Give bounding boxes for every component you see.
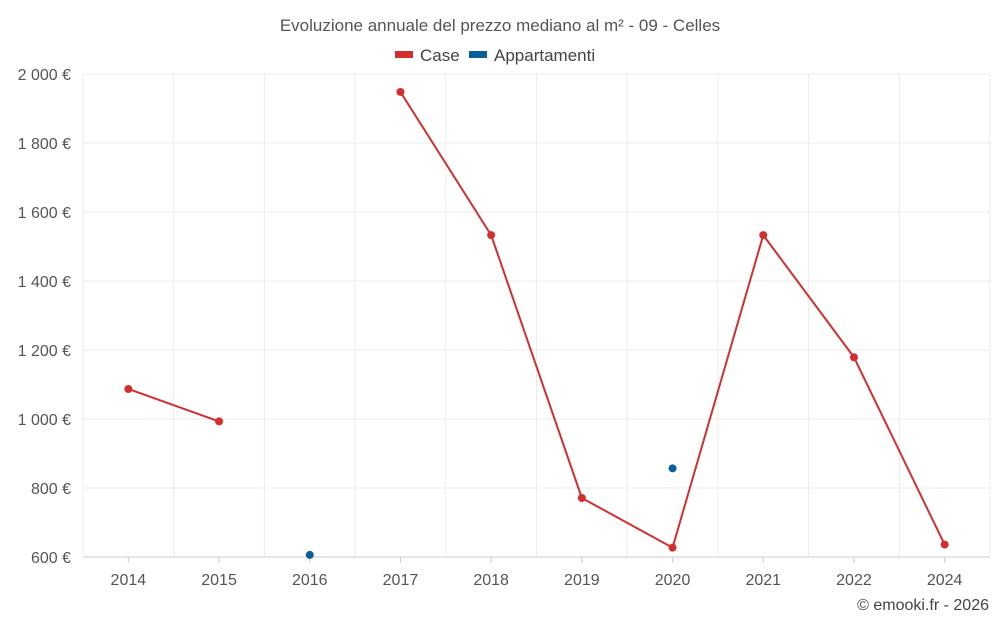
x-tick-label: 2021 xyxy=(745,572,781,589)
x-tick-label: 2016 xyxy=(292,572,328,589)
y-tick-label: 1 800 € xyxy=(18,136,71,153)
series-line xyxy=(128,388,220,423)
x-tick-label: 2022 xyxy=(836,572,872,589)
x-tick-label: 2014 xyxy=(111,572,147,589)
x-axis-ticks: 2014 2015 2016 2017 2018 2019 2020 2021 2022 2024 xyxy=(111,572,963,589)
series-1 xyxy=(305,464,677,559)
data-point[interactable] xyxy=(849,353,858,362)
data-point[interactable] xyxy=(759,231,768,240)
data-point[interactable] xyxy=(305,550,314,559)
x-tick-label: 2019 xyxy=(564,572,600,589)
y-tick-label: 800 € xyxy=(31,481,71,498)
x-tick-label: 2017 xyxy=(383,572,419,589)
data-point[interactable] xyxy=(940,540,949,549)
y-tick-label: 1 400 € xyxy=(18,274,71,291)
y-axis-ticks: 600 € 800 € 1 000 € 1 200 € 1 400 € 1 600 € 1 … xyxy=(18,67,71,567)
x-tick-label: 2018 xyxy=(473,572,509,589)
x-tick-label: 2015 xyxy=(201,572,237,589)
data-point[interactable] xyxy=(215,417,224,426)
legend-label-1[interactable]: Appartamenti xyxy=(494,46,595,65)
legend-swatch-0 xyxy=(395,51,413,58)
x-tick-label: 2020 xyxy=(655,572,691,589)
legend-swatch-1 xyxy=(469,51,487,58)
y-tick-label: 1 200 € xyxy=(18,343,71,360)
chart-title: Evoluzione annuale del prezzo mediano al… xyxy=(280,16,720,35)
data-point[interactable] xyxy=(124,384,133,393)
data-point[interactable] xyxy=(487,231,496,240)
data-point[interactable] xyxy=(396,87,405,96)
y-tick-label: 600 € xyxy=(31,550,71,567)
series-line xyxy=(399,91,946,549)
x-tick-label: 2024 xyxy=(927,572,963,589)
y-tick-label: 1 000 € xyxy=(18,412,71,429)
legend-label-0[interactable]: Case xyxy=(420,46,460,65)
series-0 xyxy=(124,87,949,552)
data-point[interactable] xyxy=(668,464,677,473)
data-point[interactable] xyxy=(577,494,586,503)
credit-text: © emooki.fr - 2026 xyxy=(857,597,989,614)
legend: Case Appartamenti xyxy=(395,46,595,65)
series-layer xyxy=(124,87,949,559)
y-tick-label: 1 600 € xyxy=(18,205,71,222)
data-point[interactable] xyxy=(668,543,677,552)
grid xyxy=(82,73,991,563)
y-tick-label: 2 000 € xyxy=(18,67,71,84)
